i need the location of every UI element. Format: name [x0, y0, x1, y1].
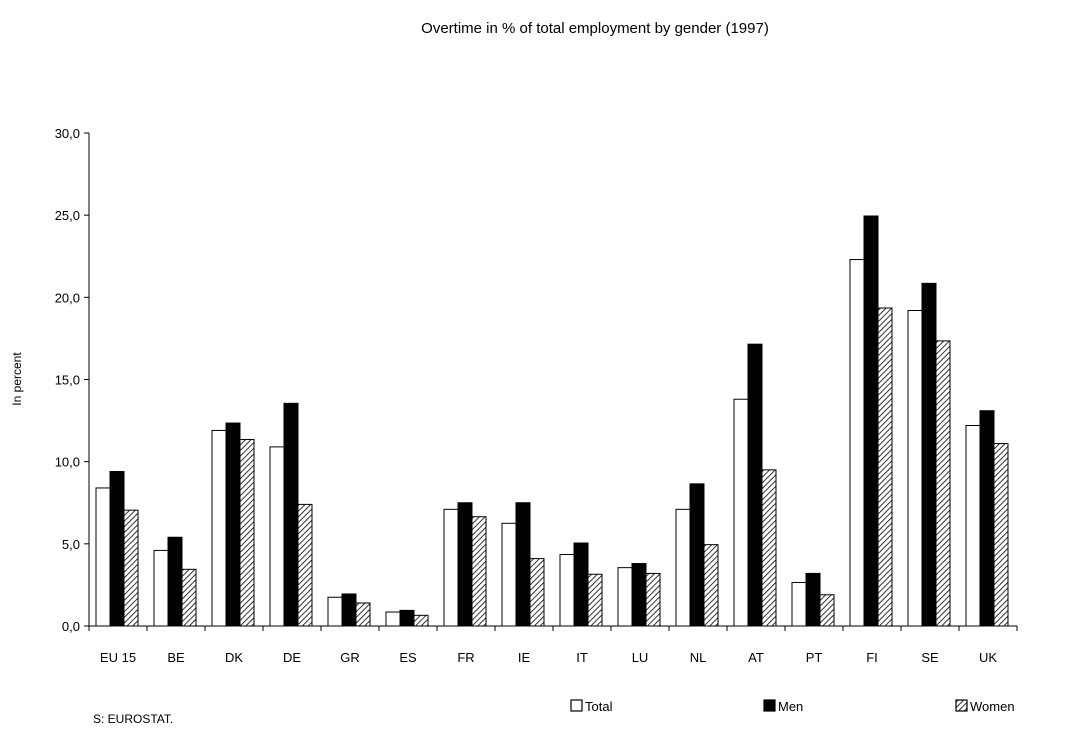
bar-total-ie — [501, 522, 517, 627]
bar-total-fr — [443, 508, 459, 627]
bar-men-gr — [341, 593, 357, 627]
bar-total-es — [385, 611, 401, 627]
plot-area: 0,0 5,0 10,0 15,0 20,0 25,0 30,0 EU 15 BE DK DE GR E… — [55, 126, 1018, 665]
bar-total-at — [733, 398, 749, 627]
bar-men-nl — [689, 483, 705, 627]
bar-women-gr — [355, 602, 371, 627]
legend-swatch-women — [955, 699, 968, 712]
bar-men-dk — [225, 422, 241, 627]
y-tick-label: 30,0 — [55, 126, 80, 141]
bar-men-de — [283, 402, 299, 627]
x-category-label: IE — [518, 650, 531, 665]
bar-total-it — [559, 554, 575, 627]
y-tick-label: 20,0 — [55, 290, 80, 305]
bar-men-at — [747, 343, 763, 627]
bar-women-fi — [877, 307, 893, 627]
x-category-label: GR — [340, 650, 360, 665]
bar-men-uk — [979, 410, 995, 627]
bar-total-be — [153, 549, 169, 627]
x-category-label: EU 15 — [100, 650, 136, 665]
bar-men-pt — [805, 572, 821, 627]
bar-total-lu — [617, 567, 633, 627]
bar-total-dk — [211, 429, 227, 627]
bar-total-nl — [675, 508, 691, 627]
bar-men-eu-15 — [109, 471, 125, 627]
chart-title: Overtime in % of total employment by gen… — [421, 20, 769, 37]
bar-men-es — [399, 609, 415, 627]
bar-women-pt — [819, 594, 835, 627]
y-tick-label: 0,0 — [62, 619, 80, 634]
bar-women-eu-15 — [123, 509, 139, 627]
bar-women-de — [297, 503, 313, 627]
bar-total-de — [269, 446, 285, 627]
x-category-label: BE — [167, 650, 185, 665]
x-category-label: PT — [806, 650, 823, 665]
bar-women-se — [935, 340, 951, 627]
x-category-label: UK — [979, 650, 997, 665]
legend-label-total: Total — [585, 699, 613, 714]
x-category-label: AT — [748, 650, 764, 665]
bar-women-uk — [993, 443, 1009, 627]
bar-total-fi — [849, 259, 865, 627]
bar-women-it — [587, 573, 603, 627]
source-note: S: EUROSTAT. — [93, 712, 173, 726]
x-category-label: IT — [576, 650, 588, 665]
legend: Total Men Women — [570, 699, 1015, 714]
bar-men-be — [167, 536, 183, 627]
x-category-label: LU — [632, 650, 649, 665]
bar-men-lu — [631, 563, 647, 627]
x-category-label: NL — [690, 650, 707, 665]
bar-women-dk — [239, 438, 255, 627]
bar-women-es — [413, 614, 429, 627]
bar-men-fr — [457, 502, 473, 627]
bar-women-ie — [529, 558, 545, 627]
bar-total-pt — [791, 581, 807, 627]
bar-women-nl — [703, 544, 719, 627]
legend-label-men: Men — [778, 699, 803, 714]
x-category-label: SE — [921, 650, 939, 665]
bar-total-se — [907, 309, 923, 627]
bar-total-eu-15 — [95, 487, 111, 627]
bar-men-ie — [515, 502, 531, 627]
legend-label-women: Women — [970, 699, 1015, 714]
x-category-label: FR — [457, 650, 474, 665]
bar-men-fi — [863, 215, 879, 627]
legend-swatch-men — [763, 699, 776, 712]
bar-women-fr — [471, 516, 487, 627]
bar-men-it — [573, 542, 589, 627]
bar-total-uk — [965, 425, 981, 627]
bar-men-se — [921, 282, 937, 627]
bar-total-gr — [327, 596, 343, 627]
x-category-label: DK — [225, 650, 243, 665]
bar-women-lu — [645, 572, 661, 627]
x-category-label: DE — [283, 650, 301, 665]
bar-women-at — [761, 469, 777, 627]
y-tick-label: 5,0 — [62, 537, 80, 552]
y-tick-label: 25,0 — [55, 208, 80, 223]
y-axis-label: In percent — [10, 352, 24, 406]
y-tick-label: 10,0 — [55, 455, 80, 470]
bar-women-be — [181, 568, 197, 627]
x-category-label: FI — [866, 650, 878, 665]
x-category-label: ES — [399, 650, 417, 665]
y-tick-label: 15,0 — [55, 373, 80, 388]
legend-swatch-total — [570, 699, 583, 712]
